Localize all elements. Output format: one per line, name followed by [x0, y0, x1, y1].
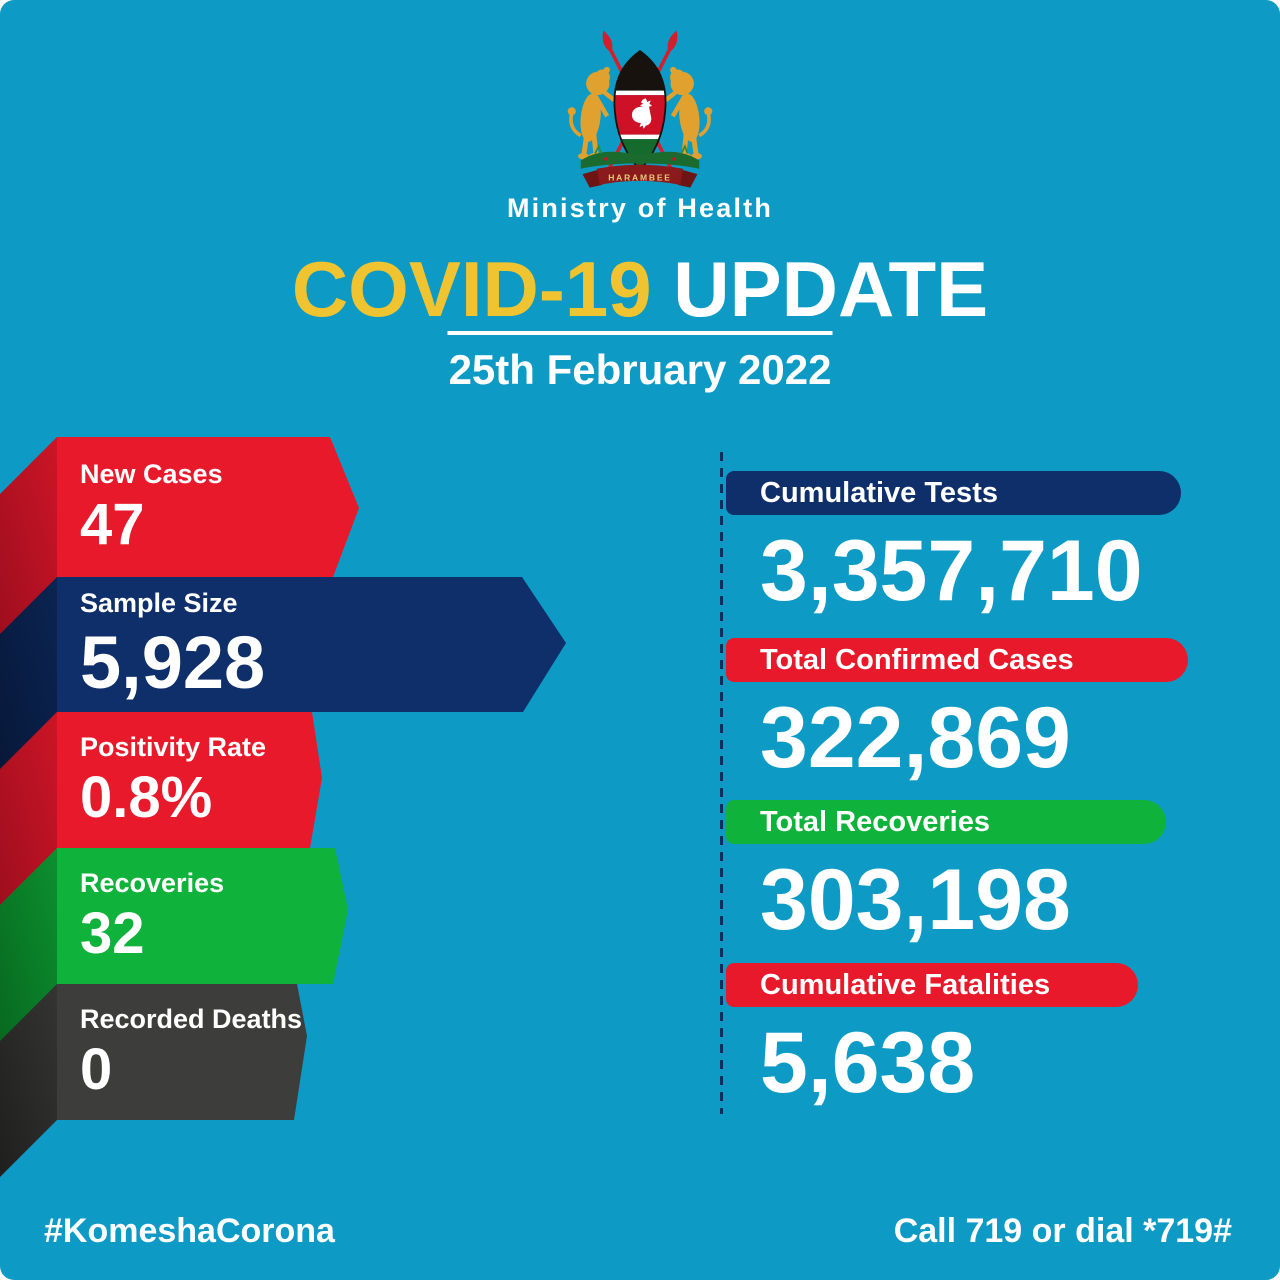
title-divider: [447, 331, 833, 335]
stat-block-cumulative-tests: Cumulative Tests 3,357,710: [726, 471, 1181, 614]
stat-block-total-confirmed-cases: Total Confirmed Cases 322,869: [726, 638, 1188, 781]
rooster-icon: [631, 98, 653, 129]
hotline-text: Call 719 or dial *719#: [893, 1212, 1232, 1250]
title-covid: COVID-19: [291, 245, 652, 333]
report-date: 25th February 2022: [448, 346, 832, 393]
stat-pill-label: Total Confirmed Cases: [726, 638, 1188, 682]
stat-value: 32: [80, 900, 145, 966]
stat-big-value: 322,869: [760, 690, 1071, 786]
stat-ribbon-recorded-deaths: Recorded Deaths 0: [57, 984, 307, 1120]
stat-value: 5,928: [80, 620, 266, 704]
stat-label: Sample Size: [80, 588, 238, 619]
stat-ribbon-positivity-rate: Positivity Rate 0.8%: [57, 712, 322, 848]
title-update: UPDATE: [673, 245, 989, 333]
stat-ribbon-recoveries: Recoveries 32: [57, 848, 348, 984]
stat-big-value: 3,357,710: [760, 523, 1143, 619]
stat-ribbon-new-cases: New Cases 47: [57, 437, 359, 577]
campaign-hashtag: #KomeshaCorona: [44, 1212, 335, 1250]
stat-pill-label: Cumulative Tests: [726, 471, 1181, 515]
stat-value: 0.8%: [80, 764, 213, 830]
stat-label: Positivity Rate: [80, 732, 267, 763]
stat-block-total-recoveries: Total Recoveries 303,198: [726, 800, 1166, 943]
stat-value: 0: [80, 1036, 113, 1102]
harambee-banner: HARAMBEE: [582, 164, 698, 188]
stat-block-cumulative-fatalities: Cumulative Fatalities 5,638: [726, 963, 1138, 1106]
motto-text: HARAMBEE: [608, 172, 672, 182]
ministry-name: Ministry of Health: [506, 193, 774, 223]
stat-value: 47: [80, 491, 145, 557]
stat-ribbon-sample-size: Sample Size 5,928: [57, 577, 566, 712]
stat-big-value: 303,198: [760, 852, 1071, 948]
page-title: COVID-19 UPDATE: [0, 250, 1280, 328]
stat-label: Recoveries: [80, 868, 225, 899]
stat-pill-label: Cumulative Fatalities: [726, 963, 1138, 1007]
dashed-separator-line: [720, 452, 723, 1114]
mount-kenya-compartment-icon: [580, 151, 700, 169]
kenya-coat-of-arms-icon: HARAMBEE: [567, 30, 713, 188]
stat-label: Recorded Deaths: [80, 1004, 303, 1035]
stat-label: New Cases: [80, 459, 223, 490]
stat-big-value: 5,638: [760, 1015, 976, 1111]
lion-supporters-icon: [567, 66, 713, 160]
stat-pill-label: Total Recoveries: [726, 800, 1166, 844]
